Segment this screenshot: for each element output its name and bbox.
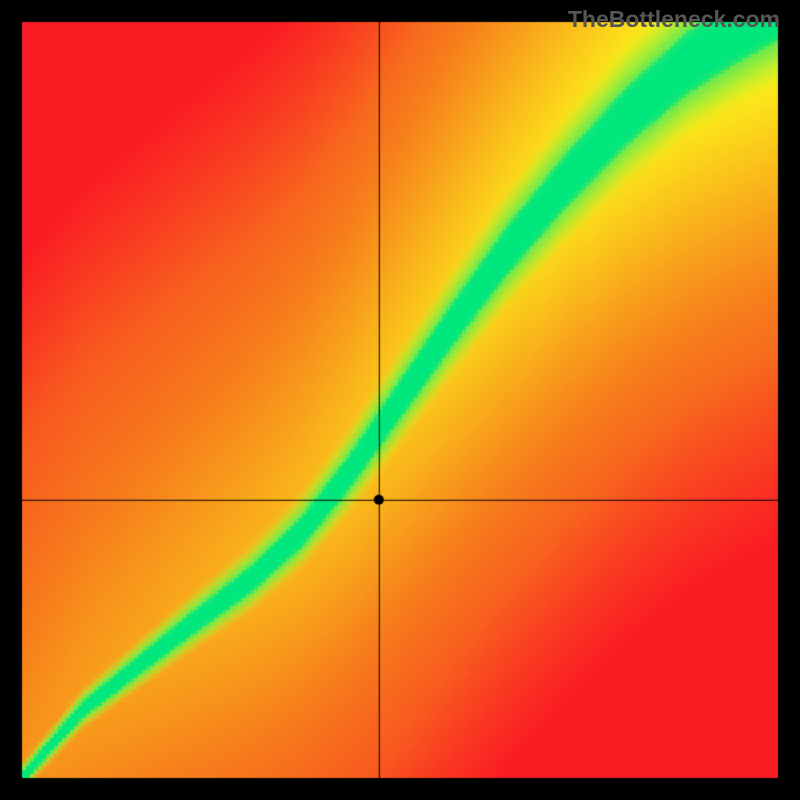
heatmap-canvas [0,0,800,800]
watermark-text: TheBottleneck.com [568,6,780,33]
chart-container: TheBottleneck.com [0,0,800,800]
